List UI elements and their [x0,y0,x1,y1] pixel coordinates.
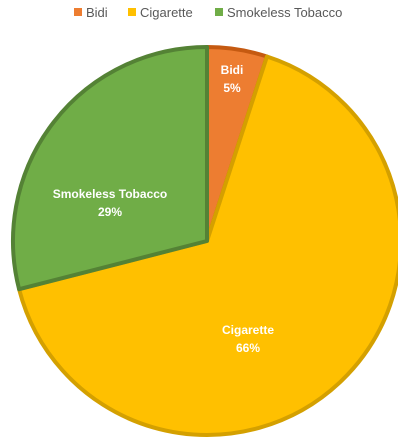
slice-label-smokeless-tobacco: Smokeless Tobacco [53,187,168,201]
slice-value-bidi: 5% [223,81,241,95]
pie-slice-cigarette [17,54,398,437]
legend-swatch-smokeless-tobacco [215,8,223,16]
legend-label-cigarette: Cigarette [140,5,193,20]
legend-label-bidi: Bidi [86,5,108,20]
legend-label-smokeless-tobacco: Smokeless Tobacco [227,5,342,20]
slice-label-cigarette: Cigarette [222,323,274,337]
slice-labels: Bidi 5% Cigarette 66% Smokeless Tobacco 29% [53,63,275,355]
pie-slices [11,45,398,437]
slice-value-cigarette: 66% [236,341,260,355]
legend-swatch-bidi [74,8,82,16]
pie-slice-smokeless-tobacco [11,45,209,292]
legend: Bidi Cigarette Smokeless Tobacco [74,5,342,20]
slice-value-smokeless-tobacco: 29% [98,205,122,219]
legend-swatch-cigarette [128,8,136,16]
slice-label-bidi: Bidi [221,63,244,77]
